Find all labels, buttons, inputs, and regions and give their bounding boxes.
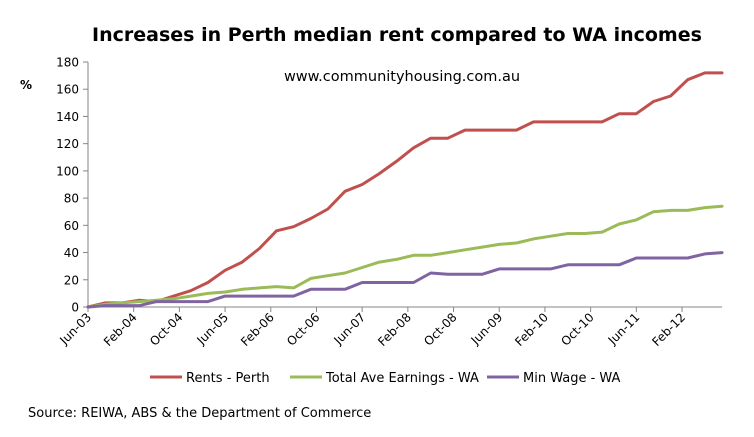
x-tick-label: Feb-10 xyxy=(512,310,551,349)
y-axis-label: % xyxy=(20,78,32,92)
series-line-total-ave-earnings-wa xyxy=(86,204,724,309)
y-tick-label: 140 xyxy=(56,110,79,124)
y-tick-label: 160 xyxy=(56,83,79,97)
y-tick-label: 60 xyxy=(64,219,79,233)
legend-label-total-ave-earnings-wa: Total Ave Earnings - WA xyxy=(325,371,479,386)
y-tick-label: 180 xyxy=(56,56,79,70)
series-line-rents-perth xyxy=(86,71,724,309)
x-tick-label: Oct-08 xyxy=(421,310,459,348)
x-tick-label: Oct-10 xyxy=(558,310,596,348)
x-tick-label: Oct-04 xyxy=(147,310,185,348)
y-tick-label: 40 xyxy=(64,246,79,260)
x-axis: Jun-03 Feb-04 Oct-04 Jun-05 Feb-06 Oct-06 Jun-… xyxy=(56,306,722,349)
x-tick-label: Oct-06 xyxy=(284,310,322,348)
y-tick-label: 0 xyxy=(71,301,79,315)
y-tick-label: 20 xyxy=(64,273,79,287)
x-tick-label: Jun-11 xyxy=(605,310,643,348)
legend: Rents - Perth Total Ave Earnings - WA Min … xyxy=(150,371,621,386)
y-tick-label: 80 xyxy=(64,192,79,206)
y-tick-label: 120 xyxy=(56,137,79,151)
x-tick-label: Feb-08 xyxy=(375,310,414,349)
chart-title: Increases in Perth median rent compared … xyxy=(92,24,702,46)
x-tick-label: Jun-09 xyxy=(468,310,506,348)
x-tick-label: Feb-06 xyxy=(238,310,277,349)
series-layer xyxy=(86,71,724,309)
series-line-min-wage-wa xyxy=(86,251,724,309)
x-tick-label: Feb-04 xyxy=(101,310,140,349)
y-tick-label: 100 xyxy=(56,164,79,178)
x-tick-label: Jun-05 xyxy=(193,310,231,348)
x-tick-label: Jun-07 xyxy=(331,310,369,348)
source-note: Source: REIWA, ABS & the Department of C… xyxy=(28,406,371,421)
y-axis: 0 20 40 60 80 100 120 140 160 180 xyxy=(56,56,89,315)
x-tick-label: Feb-12 xyxy=(649,310,688,349)
legend-label-rents-perth: Rents - Perth xyxy=(186,371,270,386)
x-tick-label: Jun-03 xyxy=(56,310,94,348)
legend-label-min-wage-wa: Min Wage - WA xyxy=(523,371,621,386)
watermark-text: www.communityhousing.com.au xyxy=(284,69,520,85)
